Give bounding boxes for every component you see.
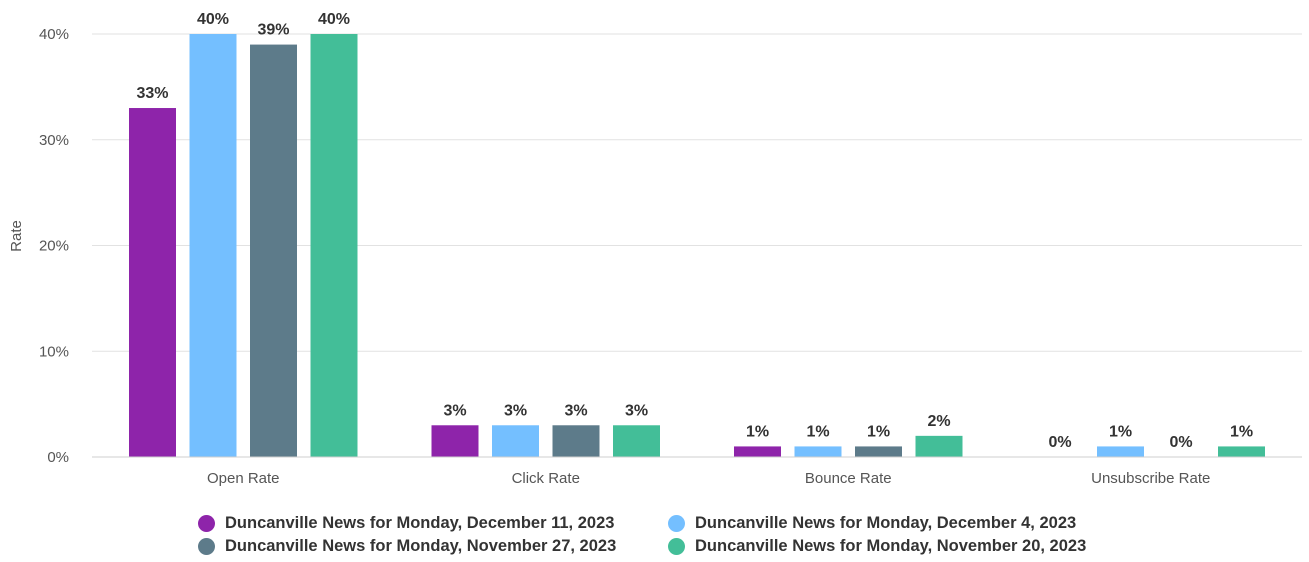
- legend-item[interactable]: Duncanville News for Monday, December 11…: [198, 514, 668, 533]
- bar-data-label: 33%: [136, 85, 168, 102]
- bar-data-label: 1%: [806, 423, 829, 440]
- x-category-label: Bounce Rate: [805, 470, 892, 487]
- y-tick-label: 10%: [39, 343, 69, 360]
- y-axis-ticks: 0% 10% 20% 30% 40%: [39, 26, 69, 466]
- y-tick-label: 0%: [47, 449, 69, 466]
- bar[interactable]: [794, 446, 842, 457]
- bar[interactable]: [613, 425, 660, 457]
- bar[interactable]: [915, 435, 963, 457]
- legend-swatch-icon: [668, 515, 685, 532]
- legend-label: Duncanville News for Monday, November 27…: [225, 537, 617, 555]
- bar-data-label: 3%: [504, 402, 527, 419]
- legend-item[interactable]: Duncanville News for Monday, November 20…: [668, 537, 1138, 556]
- x-category-label: Open Rate: [207, 470, 280, 487]
- bar-data-label: 1%: [1230, 423, 1253, 440]
- bar-data-label: 0%: [1048, 434, 1071, 451]
- bar-data-label: 2%: [927, 413, 950, 430]
- legend-label: Duncanville News for Monday, November 20…: [695, 537, 1087, 555]
- bar[interactable]: [431, 425, 479, 457]
- bar-data-label: 39%: [257, 22, 289, 39]
- bar-data-label: 1%: [867, 423, 890, 440]
- legend-swatch-icon: [198, 515, 215, 532]
- legend: Duncanville News for Monday, December 11…: [198, 514, 1158, 556]
- y-tick-label: 20%: [39, 238, 69, 255]
- bar[interactable]: [310, 34, 358, 457]
- bar-data-label: 40%: [197, 11, 229, 28]
- legend-label: Duncanville News for Monday, December 4,…: [695, 514, 1077, 532]
- bar-data-label: 40%: [318, 11, 350, 28]
- bar[interactable]: [250, 44, 297, 457]
- y-tick-label: 40%: [39, 26, 69, 43]
- bar[interactable]: [1097, 446, 1144, 457]
- x-category-label: Unsubscribe Rate: [1091, 470, 1210, 487]
- bar-data-label: 1%: [746, 423, 769, 440]
- legend-item[interactable]: Duncanville News for Monday, December 4,…: [668, 514, 1138, 533]
- bar-data-label: 3%: [625, 402, 648, 419]
- y-axis-title: Rate: [8, 220, 25, 252]
- bar-data-label: 3%: [443, 402, 466, 419]
- bar[interactable]: [129, 108, 176, 458]
- legend-item[interactable]: Duncanville News for Monday, November 27…: [198, 537, 668, 556]
- bar[interactable]: [1218, 446, 1265, 457]
- x-category-label: Click Rate: [512, 470, 580, 487]
- data-labels: 33% 40% 39% 40% 3% 3% 3% 3% 1% 1% 1% 2% 0% 1% 0% 1%: [136, 11, 1253, 451]
- legend-swatch-icon: [668, 538, 685, 555]
- bars: [129, 34, 1265, 458]
- legend-label: Duncanville News for Monday, December 11…: [225, 514, 615, 532]
- bar-data-label: 3%: [564, 402, 587, 419]
- bar[interactable]: [189, 34, 237, 457]
- bar[interactable]: [552, 425, 600, 457]
- chart-container: 0% 10% 20% 30% 40% Rate 33% 40% 39% 40% 3% 3% 3% 3%…: [8, 11, 1302, 487]
- bar[interactable]: [855, 446, 902, 457]
- bar[interactable]: [734, 446, 781, 457]
- bar[interactable]: [492, 425, 539, 457]
- bar-data-label: 1%: [1109, 423, 1132, 440]
- bar-data-label: 0%: [1169, 434, 1192, 451]
- legend-swatch-icon: [198, 538, 215, 555]
- x-axis-categories: Open Rate Click Rate Bounce Rate Unsubscrib…: [207, 470, 1210, 487]
- bar-chart: 0% 10% 20% 30% 40% Rate 33% 40% 39% 40% 3% 3% 3% 3%…: [8, 11, 1302, 487]
- y-tick-label: 30%: [39, 132, 69, 149]
